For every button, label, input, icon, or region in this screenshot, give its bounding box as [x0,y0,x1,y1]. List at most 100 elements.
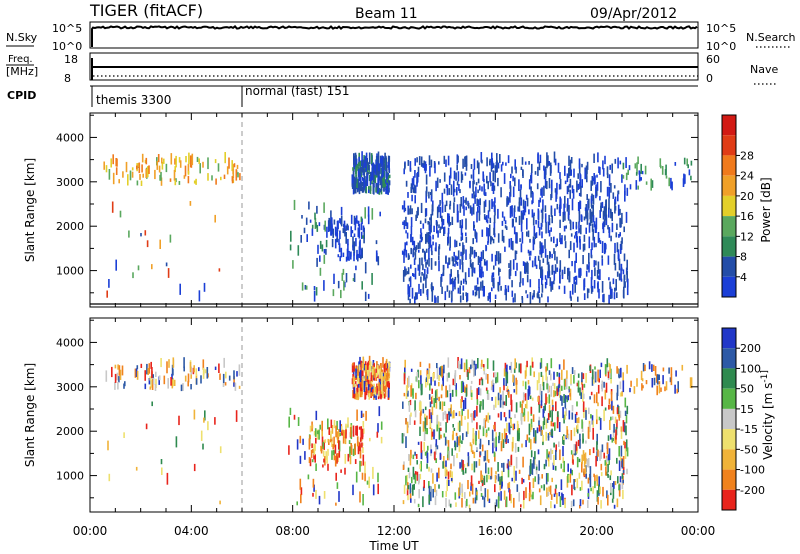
range-gate-point [428,247,430,260]
range-gate-point [454,373,456,385]
range-gate-point [593,473,595,478]
range-gate-point [163,375,166,385]
range-gate-point [493,282,495,288]
range-gate-point [469,180,471,189]
range-gate-point [198,290,201,302]
range-gate-point [224,152,226,164]
range-gate-point [561,235,563,245]
range-gate-point [420,228,422,234]
range-gate-point [495,499,498,507]
range-gate-point [366,160,368,164]
range-gate-point [593,280,596,289]
range-gate-point [367,172,369,176]
range-gate-point [458,184,460,191]
range-gate-point [319,267,322,276]
range-gate-point [323,254,326,264]
range-gate-point [231,177,234,184]
range-gate-point [421,272,423,276]
range-gate-point [387,155,390,164]
range-gate-point [455,261,457,265]
range-gate-point [565,408,567,416]
range-gate-point [553,383,556,390]
range-gate-point [454,263,456,267]
range-gate-point [548,370,551,375]
range-gate-point [563,266,566,274]
range-gate-point [473,365,475,377]
range-gate-point [584,167,586,180]
range-gate-point [518,492,520,502]
range-gate-point [363,179,366,189]
range-gate-point [345,429,347,439]
range-gate-point [480,377,483,381]
y-tick-label: 3000 [56,176,84,189]
range-gate-point [145,423,148,430]
colorbar-segment [722,195,736,217]
range-gate-point [463,205,465,216]
range-gate-point [479,388,482,396]
range-gate-point [574,260,576,273]
range-gate-point [465,292,467,297]
nave-label: Nave [750,63,778,76]
range-gate-point [312,449,314,454]
range-gate-point [447,227,450,235]
range-gate-point [359,174,362,184]
range-gate-point [538,460,540,471]
range-gate-point [583,393,585,399]
range-gate-point [371,178,373,185]
range-gate-point [468,504,471,509]
range-gate-point [438,374,440,381]
range-gate-point [574,231,577,236]
range-gate-point [111,201,114,213]
range-gate-point [381,371,383,384]
range-gate-point [491,272,494,278]
range-gate-point [321,420,323,432]
range-gate-point [516,420,519,429]
range-gate-point [489,172,491,183]
range-gate-point [474,194,476,204]
range-gate-point [461,498,463,508]
range-gate-point [299,478,302,490]
range-gate-point [539,197,542,203]
range-gate-point [547,457,550,462]
range-gate-point [474,410,476,418]
range-gate-point [477,387,480,395]
range-gate-point [579,176,582,189]
range-gate-point [587,265,590,270]
range-gate-point [526,399,528,409]
range-gate-point [118,365,121,376]
range-gate-point [317,244,319,254]
range-gate-point [367,387,370,397]
range-gate-point [358,426,361,430]
range-gate-point [363,428,365,434]
range-gate-point [307,474,310,480]
range-gate-point [503,412,506,418]
range-gate-point [488,224,491,237]
range-gate-point [431,250,433,256]
range-gate-point [507,200,510,205]
nsky-right-tick-high: 10^5 [706,22,736,35]
range-gate-point [403,373,406,385]
range-gate-point [590,195,593,204]
range-gate-point [343,223,346,234]
range-gate-point [358,156,360,167]
range-gate-point [539,241,541,249]
range-gate-point [662,367,665,372]
range-gate-point [462,400,465,411]
range-gate-point [449,247,451,251]
range-gate-point [574,281,576,293]
range-gate-point [494,294,497,299]
range-gate-point [461,261,464,273]
range-gate-point [308,438,311,450]
range-gate-point [348,250,350,261]
range-gate-point [449,236,451,248]
range-gate-point [533,456,535,469]
range-gate-point [609,164,611,170]
range-gate-point [150,379,152,388]
range-gate-point [339,230,341,240]
range-gate-point [619,476,622,483]
range-gate-point [407,160,410,166]
colorbar-segment [722,216,736,237]
range-gate-point [459,189,461,194]
range-gate-point [405,268,407,276]
range-gate-point [581,380,583,385]
